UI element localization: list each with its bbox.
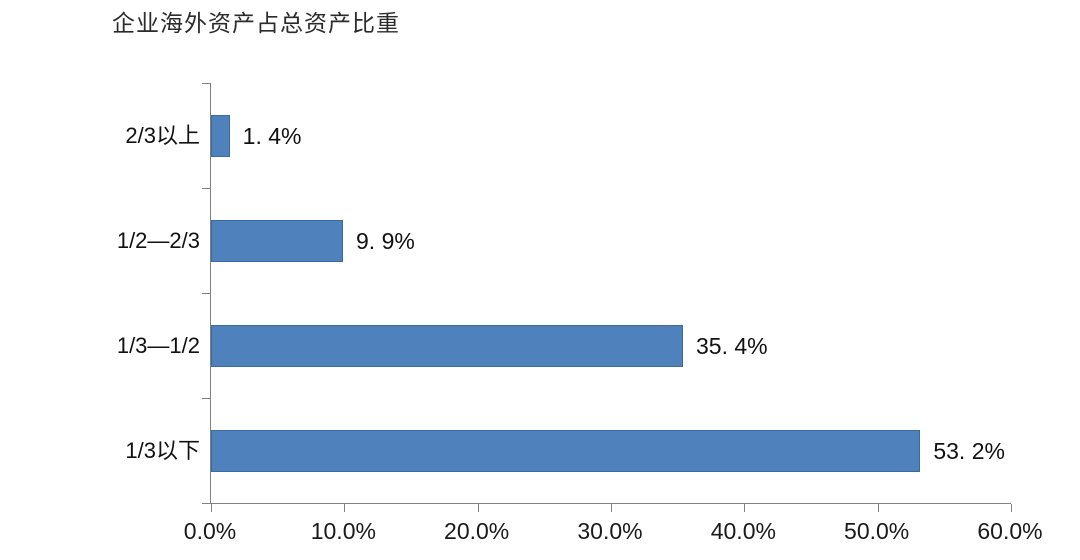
value-axis-tick bbox=[477, 504, 479, 512]
chart-title: 企业海外资产占总资产比重 bbox=[112, 11, 400, 37]
category-axis-tick bbox=[202, 83, 210, 84]
x-tick-label: 0.0% bbox=[183, 518, 237, 544]
value-axis-tick bbox=[877, 504, 879, 512]
category-axis-tick bbox=[202, 188, 210, 189]
value-label: 35. 4% bbox=[696, 332, 768, 359]
category-label: 1/3—1/2 bbox=[116, 332, 200, 358]
x-tick-label: 20.0% bbox=[444, 518, 510, 544]
value-label: 53. 2% bbox=[933, 437, 1005, 464]
plot-area: 1. 4% 9. 9% 35. 4% 53. 2% bbox=[202, 83, 1012, 512]
bar bbox=[211, 114, 230, 157]
x-tick-label: 50.0% bbox=[844, 518, 910, 544]
value-axis-tick bbox=[211, 504, 212, 512]
x-tick-label: 60.0% bbox=[977, 518, 1043, 544]
category-label: 1/2—2/3 bbox=[116, 227, 200, 253]
value-axis-tick bbox=[1011, 504, 1012, 512]
value-label: 9. 9% bbox=[356, 227, 415, 254]
bar bbox=[211, 219, 343, 262]
x-tick-label: 30.0% bbox=[577, 518, 643, 544]
x-tick-label: 10.0% bbox=[310, 518, 376, 544]
category-axis-tick bbox=[202, 503, 210, 504]
category-axis-tick bbox=[202, 293, 210, 294]
x-tick-label: 40.0% bbox=[710, 518, 776, 544]
bar bbox=[211, 324, 683, 367]
value-axis-tick bbox=[744, 504, 746, 512]
value-axis-tick bbox=[611, 504, 612, 512]
value-label: 1. 4% bbox=[242, 122, 302, 149]
category-label: 1/3以下 bbox=[125, 437, 200, 463]
value-axis-tick bbox=[344, 504, 346, 512]
category-axis-tick bbox=[202, 398, 210, 399]
bar bbox=[211, 429, 921, 472]
category-label: 2/3以上 bbox=[125, 122, 200, 148]
